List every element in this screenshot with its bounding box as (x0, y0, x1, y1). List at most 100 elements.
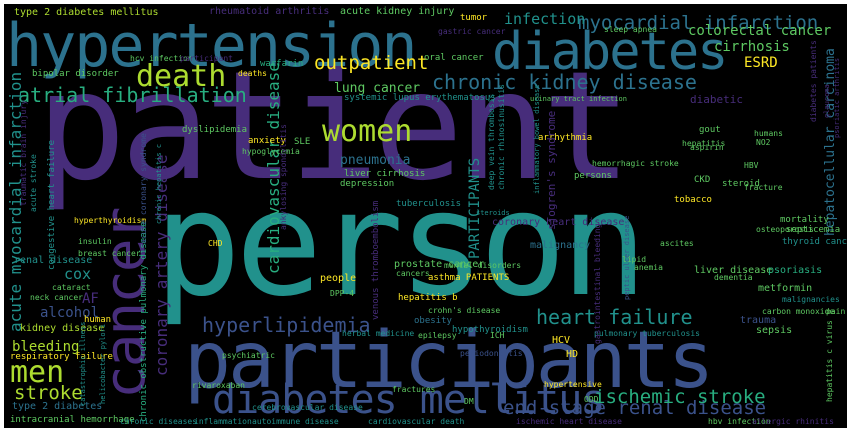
word: diabetes mellitus (212, 377, 605, 423)
word: steroids (476, 209, 510, 217)
word: NO2 (756, 138, 771, 147)
word: acute stroke (29, 154, 38, 212)
word: inflammatory bowel disease (533, 84, 541, 194)
word: cataract (52, 283, 91, 292)
word: men (10, 355, 65, 390)
word: myocardial infarction (578, 12, 819, 34)
word: mental disorders (444, 261, 522, 270)
word: oral cancer (424, 53, 484, 63)
word: metformin (758, 283, 813, 294)
word: ICH (490, 331, 505, 340)
word: allergic rhinitis (752, 417, 834, 426)
word: pain (826, 307, 846, 316)
word: inflammation (194, 417, 252, 426)
word: participants (184, 316, 715, 406)
word: insulin (78, 237, 112, 246)
word: alcohol (40, 305, 100, 321)
word: AF (82, 291, 99, 307)
word: DPP-4 (330, 289, 355, 298)
word: atrial fibrillation (18, 83, 247, 107)
word: fractures (392, 385, 436, 394)
word: respiratory failure (10, 352, 113, 362)
word: cirrhosis (714, 39, 790, 55)
word: mortality (780, 215, 829, 225)
word: pulmonary tuberculosis (594, 329, 700, 338)
word: ESRD (744, 55, 778, 71)
word: type 2 diabetes mellitus (14, 7, 159, 18)
word: chronic rhinosinusitis (497, 84, 506, 190)
word: persons (574, 171, 612, 181)
word: kidney disease (20, 323, 105, 334)
word: HCV (552, 335, 571, 346)
word: bipolar disorder (32, 69, 119, 79)
word: death (136, 59, 227, 94)
word: person (154, 160, 648, 329)
word: septicemia (786, 225, 841, 235)
word: sjogren's syndrome (545, 110, 558, 230)
word: participant (180, 54, 233, 63)
word: HD (566, 349, 579, 360)
word: prostate cancer (394, 259, 485, 270)
word: pneumonia (340, 153, 411, 168)
word: liver disease (694, 265, 773, 276)
word: hypertensive (544, 380, 602, 389)
word: ischemic stroke (594, 386, 766, 408)
word: systemic lupus erythematosus (344, 93, 496, 103)
word: women (322, 114, 413, 149)
word: neck cancer (30, 293, 83, 302)
word: steroid (722, 179, 760, 189)
word: stroke (14, 382, 83, 404)
word: rheumatoid arthritis (209, 6, 330, 17)
word: deep vein thrombosis (487, 93, 496, 190)
word: hepatitis (682, 139, 726, 148)
word: heart failure (536, 305, 693, 329)
word: gastric cancer (438, 27, 506, 36)
word: renal disease (14, 255, 93, 266)
word: CHD (208, 239, 223, 248)
word: ascites (660, 239, 694, 248)
word: deaths (238, 69, 267, 78)
word: anxiety (248, 136, 286, 146)
word: psoriatic arthritis (833, 57, 841, 138)
word: tobacco (674, 195, 712, 205)
word: lung cancer (334, 81, 421, 96)
word: rivaroxaban (192, 381, 245, 390)
word: diabetic (690, 93, 743, 106)
word: malignancies (782, 295, 840, 304)
word: ankylosing spondylitis (279, 124, 288, 230)
word: lipid (622, 255, 647, 264)
word: type 2 diabetes (12, 401, 103, 412)
word: chronic kidney disease (432, 70, 697, 94)
word: hypothyroidism (452, 325, 528, 335)
word: coronary heart disease (492, 217, 625, 228)
word: anemia (634, 263, 663, 272)
word: end-stage renal disease (503, 397, 767, 419)
word: glaucoma (823, 84, 831, 118)
word: venous thromboembolism (371, 200, 381, 320)
word: obesity (414, 316, 452, 326)
word: epilepsy (418, 331, 457, 340)
word: sleep apnea (604, 25, 657, 34)
word: psoriasis (768, 265, 823, 276)
word: thyroid cancer (782, 237, 847, 247)
word: helicobacter pylori (99, 323, 107, 404)
word: crohn's disease (428, 306, 501, 315)
word: people (320, 273, 357, 284)
word: breast cancer (78, 249, 141, 258)
word: chronic obstructive pulmonary disease (139, 221, 149, 422)
word: HBV (744, 161, 759, 170)
word: intracranial hemorrhage (10, 415, 135, 425)
word: DM (464, 397, 474, 406)
word: patient (36, 40, 632, 214)
word: depression (340, 179, 395, 189)
word: cardiovascular death (368, 417, 465, 426)
word: herbal medicine (342, 329, 415, 338)
word: acute coronary syndrome (139, 133, 148, 244)
word: human (84, 315, 112, 325)
word: colorectal cancer (688, 23, 832, 39)
word: carbon monoxide (762, 307, 835, 316)
word: CKD (694, 175, 711, 185)
word: humans (754, 129, 783, 138)
word: liver cirrhosis (344, 169, 426, 179)
